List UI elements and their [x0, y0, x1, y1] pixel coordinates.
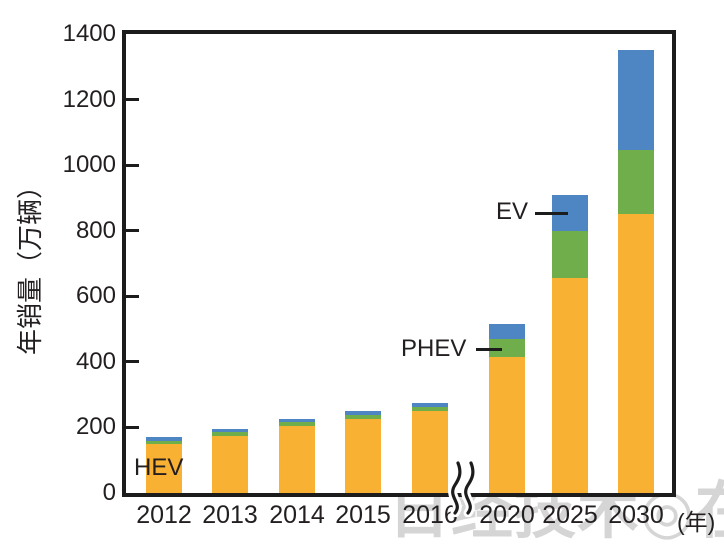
bar-segment-hev-2015: [345, 419, 381, 493]
y-tick-mark-1000: [126, 163, 139, 167]
bar-segment-phev-2012: [146, 440, 182, 444]
bar-segment-hev-2014: [279, 425, 315, 493]
bar-segment-phev-2015: [345, 415, 381, 420]
y-tick-mark-800: [126, 229, 139, 233]
ev-callout-line: [535, 212, 568, 215]
y-tick-label-800: 800: [75, 216, 116, 244]
y-tick-label-400: 400: [75, 347, 116, 375]
x-tick-label-2013: 2013: [202, 501, 258, 529]
bar-segment-hev-2016: [412, 411, 448, 493]
x-tick-label-2012: 2012: [136, 501, 192, 529]
series-label-hev: HEV: [134, 454, 184, 481]
bar-segment-phev-2013: [212, 432, 248, 436]
bar-2012: [146, 437, 182, 493]
y-tick-label-1000: 1000: [62, 151, 116, 179]
bar-segment-ev-2013: [212, 429, 248, 433]
bar-segment-hev-2012: [146, 443, 182, 493]
x-tick-label-2030: 2030: [608, 501, 664, 529]
bar-2030: [618, 50, 654, 493]
y-tick-mark-200: [126, 425, 139, 429]
x-tick-label-2025: 2025: [542, 501, 598, 529]
bar-segment-phev-2016: [412, 407, 448, 412]
bar-segment-ev-2014: [279, 419, 315, 422]
plot-area: [122, 30, 676, 497]
y-tick-label-600: 600: [75, 282, 116, 310]
bar-2014: [279, 419, 315, 493]
y-tick-mark-400: [126, 360, 139, 364]
x-tick-label-2020: 2020: [479, 501, 535, 529]
bar-2020: [489, 324, 525, 493]
bar-segment-ev-2016: [412, 402, 448, 408]
series-label-phev: PHEV: [401, 335, 467, 362]
bar-segment-phev-2020: [489, 338, 525, 357]
phev-callout-line: [476, 348, 502, 351]
y-tick-label-1400: 1400: [62, 20, 116, 47]
bar-2013: [212, 429, 248, 493]
x-tick-label-2015: 2015: [335, 501, 391, 529]
bar-segment-ev-2020: [489, 324, 525, 339]
bar-segment-phev-2014: [279, 421, 315, 426]
bar-segment-hev-2013: [212, 435, 248, 493]
x-axis-unit-label: (年): [677, 509, 716, 535]
bar-segment-phev-2025: [552, 230, 588, 279]
y-tick-label-0: 0: [102, 479, 116, 506]
y-axis-title: 年销量（万辆）: [15, 173, 45, 356]
bar-segment-hev-2025: [552, 278, 588, 493]
bar-segment-hev-2020: [489, 356, 525, 493]
y-tick-label-1200: 1200: [62, 85, 116, 113]
bar-segment-ev-2015: [345, 411, 381, 416]
bar-segment-hev-2030: [618, 214, 654, 493]
bar-2015: [345, 411, 381, 493]
y-tick-mark-600: [126, 294, 139, 298]
bar-segment-phev-2030: [618, 150, 654, 215]
x-tick-label-2016: 2016: [402, 501, 458, 529]
axis-break-icon: [448, 459, 478, 517]
x-tick-label-2014: 2014: [269, 501, 325, 529]
bar-2016: [412, 402, 448, 493]
y-tick-mark-1200: [126, 98, 139, 102]
bar-segment-ev-2030: [618, 50, 654, 151]
series-label-ev: EV: [496, 198, 529, 225]
bar-2025: [552, 194, 588, 493]
y-tick-label-200: 200: [75, 413, 116, 441]
bar-segment-ev-2012: [146, 437, 182, 441]
